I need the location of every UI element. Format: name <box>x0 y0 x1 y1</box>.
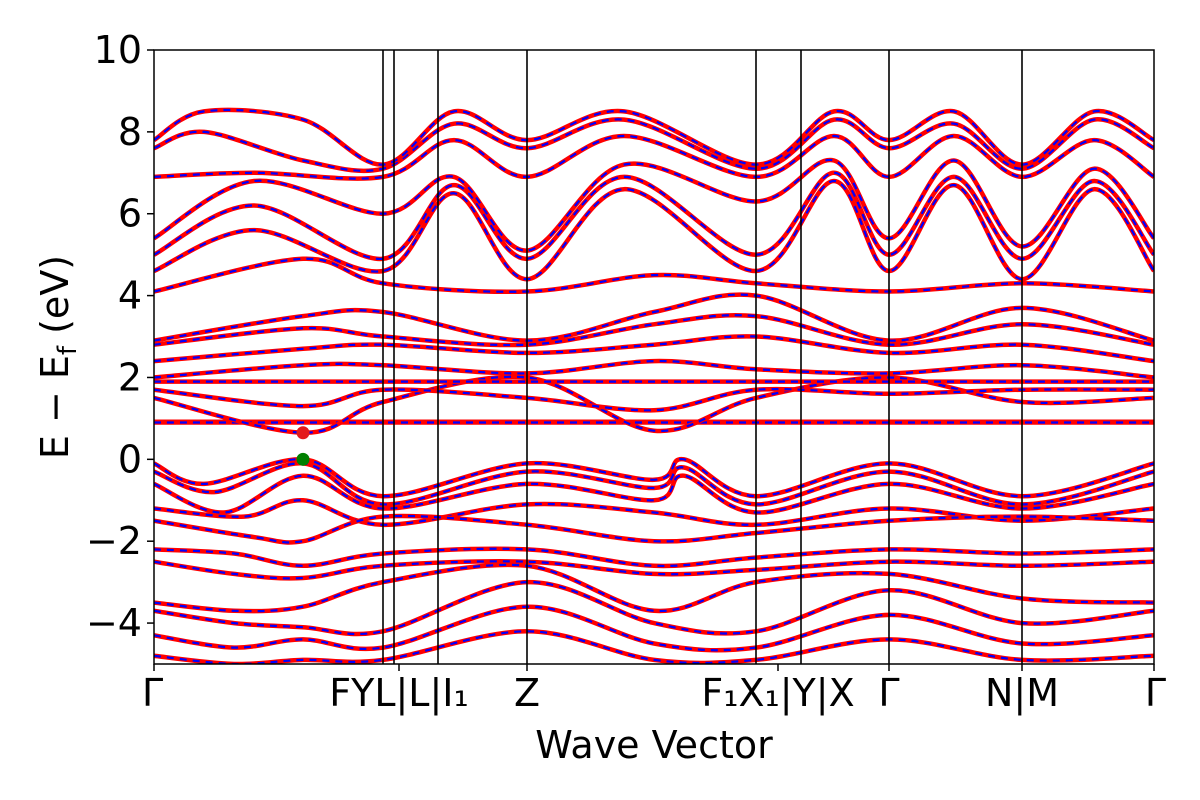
y-tick-label: 4 <box>118 274 142 318</box>
band-line-spin-down-4 <box>154 514 1154 544</box>
band-line-spin-down-22 <box>154 171 1154 260</box>
band-line-spin-down-1 <box>154 462 1154 506</box>
kpoint-lines <box>382 50 1023 664</box>
vbm-marker <box>296 452 310 466</box>
band-line-spin-down-9 <box>154 605 1154 652</box>
x-tick-label: Γ <box>1145 671 1166 715</box>
y-tick-label: 6 <box>118 192 142 236</box>
band-line-spin-down-6 <box>154 560 1154 580</box>
band-line-spin-up-8 <box>154 579 1154 637</box>
x-tick-label: FYL|L|I₁ <box>329 671 468 716</box>
band-line-spin-down-25 <box>154 118 1154 172</box>
x-tick-label: F₁X₁|Y|X <box>701 671 854 716</box>
x-axis: Γ FYL|L|I₁ Z F₁X₁|Y|X Γ N|M Γ <box>142 664 1166 716</box>
band-line-spin-down-16 <box>154 359 1154 379</box>
x-tick-label: N|M <box>985 671 1059 716</box>
band-line-spin-down-14 <box>154 387 1154 412</box>
extrema-markers <box>296 426 310 466</box>
band-line-spin-down-26 <box>154 108 1154 166</box>
band-line-spin-down-5 <box>154 547 1154 568</box>
band-line-spin-down-3 <box>154 499 1154 526</box>
band-line-spin-down-19 <box>154 293 1154 342</box>
plot-frame <box>153 49 1155 665</box>
bands-layer <box>154 107 1154 664</box>
band-line-spin-down-0 <box>154 458 1154 498</box>
y-tick-label: 8 <box>118 110 142 154</box>
band-line-spin-down-21 <box>154 179 1154 281</box>
band-line-spin-down-24 <box>154 134 1154 180</box>
band-line-spin-down-20 <box>154 257 1154 293</box>
y-axis-title-unit: (eV) <box>33 255 77 346</box>
band-line-spin-down-7 <box>154 563 1154 613</box>
band-line-spin-down-17 <box>154 335 1154 363</box>
x-axis-title: Wave Vector <box>535 723 773 767</box>
band-line-spin-down-13 <box>154 375 1154 434</box>
y-axis-title: E − Ef (eV) <box>33 255 83 459</box>
y-tick-label: 10 <box>94 28 142 72</box>
y-tick-label: 0 <box>118 437 142 481</box>
y-axis: −4 −2 0 2 4 6 8 10 <box>86 28 154 645</box>
plot-background <box>154 50 1154 664</box>
y-axis-title-main: E − E <box>33 355 77 459</box>
x-tick-label: Z <box>514 671 540 715</box>
x-tick-label: Γ <box>142 671 163 715</box>
y-tick-label: 2 <box>118 355 142 399</box>
y-axis-title-sub: f <box>53 345 83 355</box>
band-line-spin-up-10 <box>154 629 1154 664</box>
x-tick-label: Γ <box>878 671 899 715</box>
y-tick-label: −4 <box>86 601 142 645</box>
band-line-spin-down-18 <box>154 314 1154 347</box>
band-line-spin-down-2 <box>154 474 1154 514</box>
y-tick-label: −2 <box>86 519 142 563</box>
cbm-marker <box>296 426 310 440</box>
